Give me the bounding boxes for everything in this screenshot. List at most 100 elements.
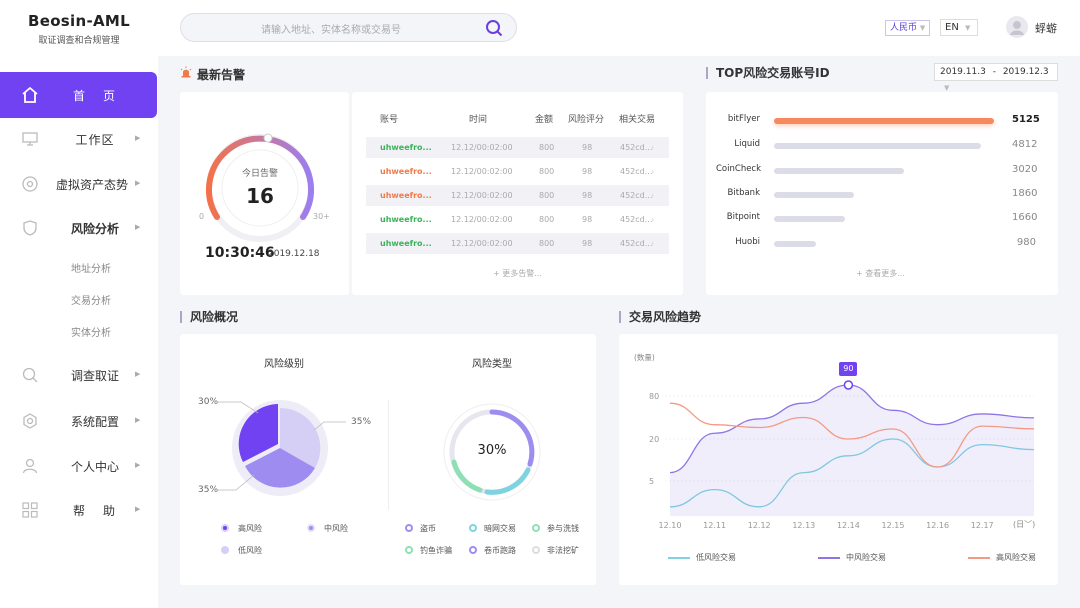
target-icon <box>22 176 38 192</box>
rank-name: Bitpoint <box>726 212 760 222</box>
y-tick-label: 80 <box>649 392 659 401</box>
peak-marker <box>843 380 854 390</box>
risk-level-pie <box>232 400 328 496</box>
pie-label-low: 35% <box>351 417 372 427</box>
rank-row[interactable]: Huobi 980 <box>716 237 1046 251</box>
sidebar-item-label: 工作区 <box>75 132 115 147</box>
rank-value: 4812 <box>1012 139 1038 150</box>
language-value: EN <box>945 22 959 33</box>
risk-type-donut <box>443 403 541 501</box>
table-row[interactable]: uhweefro... 12.12/00:02:00 800 98 452cd... › <box>366 161 669 182</box>
rank-bar <box>774 168 904 174</box>
username[interactable]: 蜉蝣 <box>1035 22 1057 35</box>
rank-name: Huobi <box>735 237 760 247</box>
more-alerts-link[interactable]: + 更多告警... <box>493 268 542 279</box>
home-icon <box>22 86 38 103</box>
cell-time: 12.12/00:02:00 <box>451 239 513 248</box>
sidebar-item-virtual-assets[interactable]: 虚拟资产态势 ▶ <box>0 164 158 204</box>
currency-value: 人民币 <box>890 23 918 33</box>
rank-row[interactable]: bitFlyer 5125 <box>716 114 1046 128</box>
language-select[interactable]: EN ▼ <box>940 19 978 36</box>
sidebar-subitem-address[interactable]: 地址分析 <box>71 264 111 275</box>
cell-time: 12.12/00:02:00 <box>451 191 513 200</box>
search-input[interactable]: 请输入地址、实体名称或交易号 <box>180 13 517 42</box>
rank-bar <box>774 216 845 222</box>
sidebar-item-help[interactable]: 帮助 ▶ <box>0 490 158 530</box>
sidebar: Beosin-AML 取证调查和合规管理 首页 工作区 ▶ 虚拟资产态势 ▶ 风… <box>0 0 158 608</box>
legend-dot <box>532 546 540 554</box>
sidebar-item-risk-analysis[interactable]: 风险分析 ▶ <box>0 208 158 248</box>
cell-account[interactable]: uhweefro... <box>380 167 432 176</box>
y-tick-label: 5 <box>649 477 654 486</box>
chevron-right-icon: ▶ <box>135 179 141 187</box>
sidebar-item-investigation[interactable]: 调查取证 ▶ <box>0 355 158 395</box>
cell-time: 12.12/00:02:00 <box>451 167 513 176</box>
rank-row[interactable]: Bitpoint 1660 <box>716 212 1046 226</box>
legend-type-label: 非法挖矿 <box>547 546 579 555</box>
legend-type-label: 参与洗钱 <box>547 524 579 533</box>
rank-value: 1660 <box>1012 212 1038 223</box>
cell-account[interactable]: uhweefro... <box>380 215 432 224</box>
chevron-down-icon: ﹀ <box>1024 520 1033 529</box>
top-risk-card <box>706 92 1058 295</box>
user-avatar-icon <box>1010 21 1024 35</box>
col-account: 账号 <box>380 115 399 125</box>
sidebar-item-label: 个人中心 <box>70 459 119 474</box>
clock-time: 10:30:46 <box>205 245 275 261</box>
cell-amount: 800 <box>539 239 555 248</box>
sidebar-subitem-entity[interactable]: 实体分析 <box>71 328 111 339</box>
x-tick-label: 12.15 <box>882 521 905 530</box>
legend-dot <box>405 546 413 554</box>
sidebar-subitem-transaction[interactable]: 交易分析 <box>71 296 111 307</box>
table-row[interactable]: uhweefro... 12.12/00:02:00 800 98 452cd... › <box>366 185 669 206</box>
chevron-right-icon: ▶ <box>135 223 141 231</box>
view-more-link[interactable]: + 查看更多... <box>856 268 905 279</box>
cell-time: 12.12/00:02:00 <box>451 143 513 152</box>
cell-tx[interactable]: 452cd... <box>620 215 653 224</box>
sidebar-item-system[interactable]: 系统配置 ▶ <box>0 401 158 441</box>
cell-tx[interactable]: 452cd... <box>620 191 653 200</box>
rank-name: Liquid <box>734 139 760 149</box>
rank-row[interactable]: Bitbank 1860 <box>716 188 1046 202</box>
gauge-min: 0 <box>199 212 205 221</box>
risk-type-title: 风险类型 <box>472 359 512 370</box>
cell-account[interactable]: uhweefro... <box>380 191 432 200</box>
cell-tx[interactable]: 452cd... <box>620 167 653 176</box>
legend-series-label: 低风险交易 <box>696 553 736 562</box>
legend-line <box>668 557 690 559</box>
sidebar-item-label: 帮助 <box>72 503 133 518</box>
sidebar-item-personal[interactable]: 个人中心 ▶ <box>0 446 158 486</box>
chevron-down-icon: ▼ <box>965 24 971 32</box>
x-tick-label: 12.11 <box>703 521 726 530</box>
period-select[interactable]: (日﹀) <box>1013 520 1036 529</box>
rank-value: 980 <box>1016 237 1036 248</box>
currency-select[interactable]: 人民币 ▼ <box>885 20 931 36</box>
cell-account[interactable]: uhweefro... <box>380 143 432 152</box>
table-row[interactable]: uhweefro... 12.12/00:02:00 800 98 452cd... › <box>366 209 669 230</box>
search-placeholder: 请输入地址、实体名称或交易号 <box>261 25 401 36</box>
date-from: 2019.11.3 <box>940 67 986 77</box>
cell-account[interactable]: uhweefro... <box>380 239 432 248</box>
chevron-right-icon: ▶ <box>135 416 141 424</box>
today-alert-card: 今日告警 16 0 30+ 10:30:46 2019.12.18 <box>180 92 349 295</box>
view-more-label: 查看更多... <box>865 269 905 278</box>
x-tick-label: 12.12 <box>748 521 771 530</box>
search-icon[interactable] <box>484 18 504 38</box>
legend-medium-dot <box>307 524 315 532</box>
series-area-medium <box>670 385 1034 516</box>
sidebar-item-workspace[interactable]: 工作区 ▶ <box>0 119 158 159</box>
pie-slice-high <box>238 404 278 462</box>
rank-row[interactable]: Liquid 4812 <box>716 139 1046 153</box>
cell-tx[interactable]: 452cd... <box>620 143 653 152</box>
rank-row[interactable]: CoinCheck 3020 <box>716 164 1046 178</box>
rank-value: 3020 <box>1012 164 1038 175</box>
sidebar-item-home[interactable]: 首页 <box>0 72 157 118</box>
table-row[interactable]: uhweefro... 12.12/00:02:00 800 98 452cd... › <box>366 137 669 158</box>
cell-tx[interactable]: 452cd... <box>620 239 653 248</box>
brand-name: Beosin-AML <box>28 12 130 30</box>
sidebar-item-label: 虚拟资产态势 <box>55 177 128 192</box>
table-row[interactable]: uhweefro... 12.12/00:02:00 800 98 452cd... › <box>366 233 669 254</box>
avatar[interactable] <box>1006 16 1028 38</box>
plus-icon: + <box>856 269 866 278</box>
date-range-picker[interactable]: 2019.11.3 - 2019.12.3 ▼ <box>934 63 1058 92</box>
